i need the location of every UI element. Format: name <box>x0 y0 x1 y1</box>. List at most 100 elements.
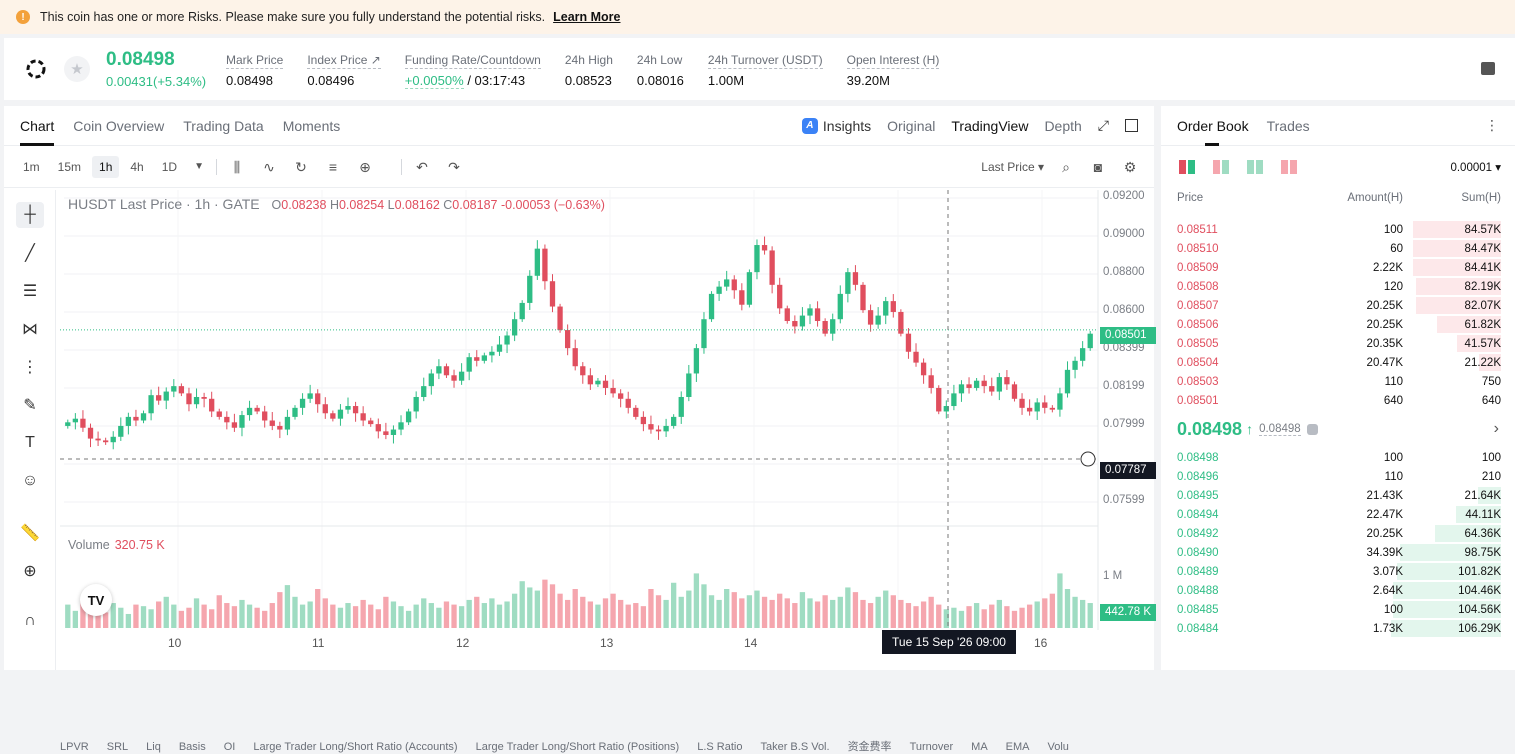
indicator-tab[interactable]: Large Trader Long/Short Ratio (Positions… <box>475 741 680 753</box>
search-icon[interactable]: ⌕ <box>1062 158 1070 175</box>
price-type-select[interactable]: Last Price ▾ <box>981 159 1044 174</box>
interval-1m[interactable]: 1m <box>23 159 40 174</box>
tab-trading-data[interactable]: Trading Data <box>183 117 264 134</box>
templates-icon[interactable]: ≡ <box>328 158 338 175</box>
bid-row[interactable]: 0.08485 100 104.56K <box>1161 600 1515 619</box>
add-indicator-icon[interactable]: ⊕ <box>359 158 371 175</box>
ask-row[interactable]: 0.08507 20.25K 82.07K <box>1161 296 1515 315</box>
camera-icon[interactable]: ◙ <box>1093 158 1103 175</box>
bid-row[interactable]: 0.08494 22.47K 44.11K <box>1161 505 1515 524</box>
indicator-tab[interactable]: Basis <box>178 741 206 753</box>
ask-row[interactable]: 0.08505 20.35K 41.57K <box>1161 334 1515 353</box>
bid-row[interactable]: 0.08498 100 100 <box>1161 448 1515 467</box>
tab-trades[interactable]: Trades <box>1266 117 1310 134</box>
indicator-tab[interactable]: L.S Ratio <box>697 741 743 753</box>
precision-select[interactable]: 0.00001 ▾ <box>1450 162 1501 174</box>
undo-icon[interactable]: ↶ <box>416 158 428 175</box>
indicator-tab[interactable]: Large Trader Long/Short Ratio (Accounts) <box>253 741 458 753</box>
view-tradingview[interactable]: TradingView <box>951 117 1029 134</box>
ask-row[interactable]: 0.08509 2.22K 84.41K <box>1161 258 1515 277</box>
volume-bar <box>693 573 700 628</box>
tab-moments[interactable]: Moments <box>282 117 341 134</box>
pattern-icon[interactable]: ⋈ <box>22 321 38 338</box>
bid-row[interactable]: 0.08490 34.39K 98.75K <box>1161 543 1515 562</box>
price-chart[interactable]: HUSDT Last Price · 1h · GATE O0.08238 H0… <box>60 190 1187 753</box>
cell-sum: 210 <box>1481 470 1501 483</box>
stat-label[interactable]: Mark Price <box>226 52 284 69</box>
indicator-tab[interactable]: Liq <box>146 741 161 753</box>
stat-label[interactable]: Open Interest (H) <box>846 52 940 69</box>
book-icon[interactable] <box>1481 62 1495 75</box>
bid-row[interactable]: 0.08492 20.25K 64.36K <box>1161 524 1515 543</box>
interval-dropdown-icon[interactable]: ▼ <box>194 161 204 172</box>
favorite-star-icon[interactable]: ★ <box>64 56 90 82</box>
tab-chart[interactable]: Chart <box>20 117 55 146</box>
ask-row[interactable]: 0.08501 640 640 <box>1161 391 1515 410</box>
ask-row[interactable]: 0.08506 20.25K 61.82K <box>1161 315 1515 334</box>
chart-panel: Chart Coin Overview Trading Data Moments… <box>4 106 1187 753</box>
tradingview-logo[interactable]: TV <box>80 584 112 616</box>
candle-type-icon[interactable]: ⫼ <box>233 158 241 175</box>
redo-icon[interactable]: ↷ <box>448 158 460 175</box>
indicator-tab[interactable]: 资金费率 <box>847 741 892 753</box>
bid-row[interactable]: 0.08488 2.64K 104.46K <box>1161 581 1515 600</box>
learn-more-link[interactable]: Learn More <box>553 10 621 24</box>
view-depth[interactable]: Depth <box>1044 117 1082 134</box>
text-icon[interactable]: T <box>25 434 35 451</box>
more-vertical-icon[interactable]: ⋮ <box>1485 117 1499 133</box>
indicators-icon[interactable]: ∿ <box>263 158 275 175</box>
layout-bids-icon[interactable] <box>1247 160 1263 174</box>
layout-both-icon[interactable] <box>1179 160 1195 174</box>
emoji-icon[interactable]: ☺ <box>21 472 39 489</box>
tab-order-book[interactable]: Order Book <box>1177 117 1249 146</box>
funding-rate[interactable]: +0.0050% <box>404 72 464 89</box>
mid-price-row[interactable]: 0.08498 ↑ 0.08498 › <box>1161 410 1515 448</box>
add-alert-icon[interactable] <box>1080 451 1096 467</box>
ruler-icon[interactable]: 📏 <box>20 525 40 542</box>
ask-row[interactable]: 0.08503 110 750 <box>1161 372 1515 391</box>
chevron-right-icon[interactable]: › <box>1493 420 1499 437</box>
candlestick-svg[interactable] <box>60 190 1187 670</box>
ask-row[interactable]: 0.08510 60 84.47K <box>1161 239 1515 258</box>
bid-row[interactable]: 0.08495 21.43K 21.64K <box>1161 486 1515 505</box>
brush-icon[interactable]: ✎ <box>23 397 37 414</box>
bid-row[interactable]: 0.08496 110 210 <box>1161 467 1515 486</box>
indicator-tab[interactable]: Turnover <box>909 741 954 753</box>
candle-body <box>481 355 487 361</box>
ask-row[interactable]: 0.08511 100 84.57K <box>1161 220 1515 239</box>
ask-row[interactable]: 0.08508 120 82.19K <box>1161 277 1515 296</box>
interval-4h[interactable]: 4h <box>130 159 144 174</box>
layout-mixed-icon[interactable] <box>1213 160 1229 174</box>
trendline-icon[interactable]: ╱ <box>25 245 35 262</box>
layout-asks-icon[interactable] <box>1281 160 1297 174</box>
fib-icon[interactable]: ⋮ <box>22 359 38 376</box>
ask-row[interactable]: 0.08504 20.47K 21.22K <box>1161 353 1515 372</box>
stat-label[interactable]: Index Price ↗ <box>307 52 381 69</box>
indicator-tab[interactable]: OI <box>223 741 236 753</box>
window-icon[interactable] <box>1125 119 1138 132</box>
replay-icon[interactable]: ↻ <box>295 158 307 175</box>
indicator-tab[interactable]: LPVR <box>60 741 89 753</box>
tab-coin-overview[interactable]: Coin Overview <box>73 117 165 134</box>
magnet-icon[interactable]: ∩ <box>24 612 36 629</box>
bid-row[interactable]: 0.08489 3.07K 101.82K <box>1161 562 1515 581</box>
indicator-tab[interactable]: SRL <box>106 741 129 753</box>
indicator-tab[interactable]: EMA <box>1005 741 1030 753</box>
interval-1h[interactable]: 1h <box>92 155 120 178</box>
bid-row[interactable]: 0.08484 1.73K 106.29K <box>1161 619 1515 638</box>
view-original[interactable]: Original <box>887 117 936 134</box>
zoom-in-icon[interactable]: ⊕ <box>23 563 37 580</box>
indicator-tab[interactable]: MA <box>971 741 988 753</box>
indicator-tab[interactable]: Taker B.S Vol. <box>760 741 830 753</box>
expand-icon[interactable]: ⤢ <box>1097 117 1109 133</box>
stat-label[interactable]: 24h Turnover (USDT) <box>707 52 823 69</box>
horizontal-lines-icon[interactable]: ☰ <box>22 283 38 300</box>
volume-bar <box>80 600 86 628</box>
interval-1d[interactable]: 1D <box>161 159 178 174</box>
stat-label[interactable]: Funding Rate/Countdown <box>404 52 541 69</box>
interval-15m[interactable]: 15m <box>57 159 82 174</box>
settings-gear-icon[interactable]: ⚙ <box>1123 158 1137 175</box>
insights-button[interactable]: A Insights <box>801 117 871 134</box>
crosshair-icon[interactable]: ┼ <box>16 202 44 228</box>
indicator-tab[interactable]: Volu <box>1047 741 1069 753</box>
